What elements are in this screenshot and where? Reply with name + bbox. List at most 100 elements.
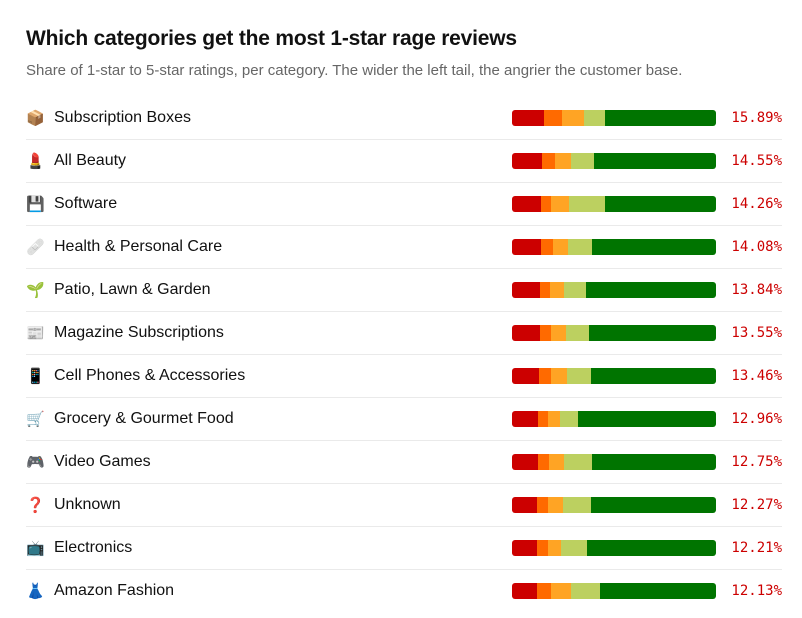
- television-icon: 📺: [26, 539, 45, 557]
- category-row: 🛒 Grocery & Gourmet Food 12.96%: [26, 398, 782, 441]
- category-list: 📦 Subscription Boxes 15.89% 💄 All Beauty 14.5…: [26, 97, 782, 612]
- game-controller-icon: 🎮: [26, 453, 45, 471]
- 5-star-segment: [588, 325, 716, 341]
- category-label: Unknown: [54, 496, 121, 513]
- category-row: 🎮 Video Games 12.75%: [26, 441, 782, 484]
- 3-star-segment: [554, 153, 571, 169]
- rating-share-bar: [512, 196, 716, 212]
- one-star-percent: 13.46%: [731, 368, 782, 384]
- 2-star-segment: [538, 454, 550, 470]
- one-star-percent: 14.26%: [731, 196, 782, 212]
- 4-star-segment: [570, 583, 600, 599]
- 5-star-segment: [599, 583, 716, 599]
- lipstick-icon: 💄: [26, 152, 45, 170]
- one-star-percent: 15.89%: [731, 110, 782, 126]
- category-row: 📰 Magazine Subscriptions 13.55%: [26, 312, 782, 355]
- category-label: Grocery & Gourmet Food: [54, 410, 234, 427]
- 4-star-segment: [564, 454, 593, 470]
- 1-star-segment: [512, 153, 542, 169]
- 3-star-segment: [550, 282, 565, 298]
- 2-star-segment: [539, 368, 552, 384]
- category-label: Magazine Subscriptions: [54, 324, 224, 341]
- 2-star-segment: [538, 411, 549, 427]
- 1-star-segment: [512, 239, 541, 255]
- rating-share-bar: [512, 153, 716, 169]
- 3-star-segment: [549, 454, 565, 470]
- one-star-percent: 13.55%: [731, 325, 782, 341]
- 4-star-segment: [584, 110, 606, 126]
- one-star-percent: 12.27%: [731, 497, 782, 513]
- 2-star-segment: [540, 239, 553, 255]
- 4-star-segment: [560, 540, 587, 556]
- 1-star-segment: [512, 497, 538, 513]
- rating-share-bar: [512, 411, 716, 427]
- bandage-icon: 🩹: [26, 238, 45, 256]
- mobile-phone-icon: 📱: [26, 367, 45, 385]
- 4-star-segment: [560, 411, 579, 427]
- 5-star-segment: [591, 239, 716, 255]
- 1-star-segment: [512, 325, 540, 341]
- 5-star-segment: [605, 110, 716, 126]
- 1-star-segment: [512, 196, 542, 212]
- 2-star-segment: [544, 110, 563, 126]
- newspaper-icon: 📰: [26, 324, 45, 342]
- 4-star-segment: [570, 153, 594, 169]
- 1-star-segment: [512, 454, 538, 470]
- one-star-percent: 14.08%: [731, 239, 782, 255]
- chart-title: Which categories get the most 1-star rag…: [26, 27, 517, 50]
- rating-share-bar: [512, 368, 716, 384]
- rating-share-bar: [512, 583, 716, 599]
- 3-star-segment: [551, 196, 569, 212]
- rating-share-bar: [512, 497, 716, 513]
- one-star-percent: 12.75%: [731, 454, 782, 470]
- 3-star-segment: [551, 368, 567, 384]
- 3-star-segment: [550, 583, 571, 599]
- 2-star-segment: [541, 196, 552, 212]
- category-label: Health & Personal Care: [54, 238, 223, 255]
- 1-star-segment: [512, 540, 537, 556]
- rating-share-bar: [512, 282, 716, 298]
- 3-star-segment: [552, 239, 568, 255]
- 4-star-segment: [563, 497, 592, 513]
- question-mark-icon: ❓: [26, 496, 45, 514]
- 5-star-segment: [592, 454, 716, 470]
- 2-star-segment: [536, 583, 551, 599]
- 3-star-segment: [548, 497, 564, 513]
- 5-star-segment: [604, 196, 716, 212]
- one-star-percent: 12.21%: [731, 540, 782, 556]
- 2-star-segment: [540, 282, 551, 298]
- seedling-icon: 🌱: [26, 281, 45, 299]
- 4-star-segment: [569, 196, 605, 212]
- rating-share-bar: [512, 239, 716, 255]
- 5-star-segment: [593, 153, 716, 169]
- one-star-percent: 12.96%: [731, 411, 782, 427]
- category-label: Cell Phones & Accessories: [54, 367, 246, 384]
- package-icon: 📦: [26, 109, 45, 127]
- 5-star-segment: [586, 540, 716, 556]
- 4-star-segment: [567, 239, 592, 255]
- 4-star-segment: [564, 282, 587, 298]
- 2-star-segment: [541, 153, 555, 169]
- 1-star-segment: [512, 583, 537, 599]
- 1-star-segment: [512, 411, 539, 427]
- 1-star-segment: [512, 282, 541, 298]
- category-row: 🌱 Patio, Lawn & Garden 13.84%: [26, 269, 782, 312]
- category-row: 🩹 Health & Personal Care 14.08%: [26, 226, 782, 269]
- one-star-percent: 12.13%: [731, 583, 782, 599]
- category-label: Subscription Boxes: [54, 109, 191, 126]
- 5-star-segment: [590, 368, 716, 384]
- category-label: Software: [54, 195, 118, 212]
- category-row: 👗 Amazon Fashion 12.13%: [26, 570, 782, 612]
- category-row: 💾 Software 14.26%: [26, 183, 782, 226]
- 5-star-segment: [586, 282, 716, 298]
- category-row: 📺 Electronics 12.21%: [26, 527, 782, 570]
- category-row: 📦 Subscription Boxes 15.89%: [26, 97, 782, 140]
- category-label: Electronics: [54, 539, 133, 556]
- shopping-cart-icon: 🛒: [26, 410, 45, 428]
- 5-star-segment: [578, 411, 716, 427]
- 2-star-segment: [539, 325, 551, 341]
- category-row: 📱 Cell Phones & Accessories 13.46%: [26, 355, 782, 398]
- category-row: ❓ Unknown 12.27%: [26, 484, 782, 527]
- 1-star-segment: [512, 110, 545, 126]
- 3-star-segment: [548, 411, 561, 427]
